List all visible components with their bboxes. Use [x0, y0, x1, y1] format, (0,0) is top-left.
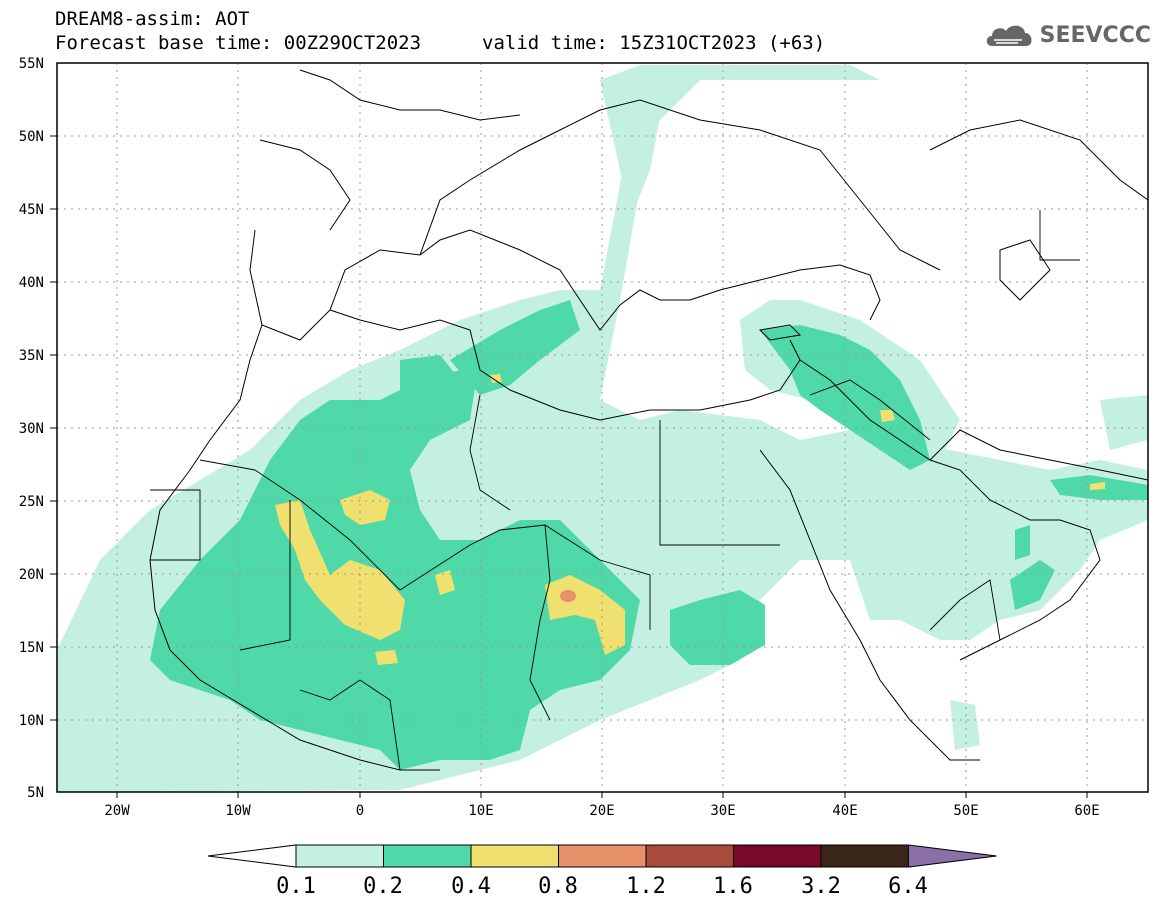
aot-band-0.4 [375, 650, 398, 665]
lat-label: 15N [19, 640, 44, 656]
lat-label: 45N [19, 202, 44, 218]
cloud-icon [986, 25, 1032, 46]
aot-band-0.4 [340, 490, 390, 525]
colorbar-label: 3.2 [801, 874, 841, 899]
seevccc-logo: SEEVCCC [984, 20, 1151, 50]
colorbar-labels: 0.1 0.2 0.4 0.8 1.2 1.6 3.2 6.4 [276, 874, 928, 899]
colorbar-swatch [558, 844, 647, 868]
colorbar-swatch [295, 844, 384, 868]
longitude-labels: 20W 10W 0 10E 20E 30E 40E 50E 60E [104, 803, 1099, 819]
colorbar-swatch [820, 844, 909, 868]
aot-field [57, 63, 1148, 792]
colorbar-label: 1.6 [713, 874, 753, 899]
lat-label: 25N [19, 494, 44, 510]
aot-band-0.1 [950, 700, 980, 750]
aot-band-0.1 [600, 65, 670, 220]
logo-text: SEEVCCC [1039, 22, 1151, 48]
aot-band-0.2 [400, 355, 460, 400]
lat-label: 10N [19, 713, 44, 729]
lon-label: 10W [225, 803, 251, 819]
lon-label: 50E [953, 803, 978, 819]
colorbar-label: 0.2 [363, 874, 403, 899]
lon-label: 20E [589, 803, 614, 819]
colorbar-label: 6.4 [888, 874, 928, 899]
lat-label: 55N [19, 56, 44, 72]
aot-band-0.4 [1090, 482, 1105, 490]
map-title: DREAM8-assim: AOT [55, 8, 250, 30]
colorbar-label: 0.8 [538, 874, 578, 899]
aot-band-0.4 [880, 410, 895, 422]
forecast-base-time: Forecast base time: 00Z29OCT2023 [55, 32, 422, 54]
aot-band-0.2 [1015, 525, 1030, 560]
lon-label: 60E [1074, 803, 1099, 819]
graticule [57, 63, 1148, 792]
colorbar-swatch [470, 844, 559, 868]
lon-label: 40E [832, 803, 857, 819]
aot-band-0.2 [1010, 560, 1055, 610]
colorbar-swatch [383, 844, 472, 868]
lon-label: 20W [104, 803, 130, 819]
coastlines [149, 69, 1148, 771]
aot-band-0.4 [435, 570, 455, 595]
colorbar-under-triangle [207, 844, 297, 868]
aot-band-0.8 [560, 590, 576, 602]
axis-ticks [50, 135, 1088, 798]
colorbar-label: 0.4 [451, 874, 491, 899]
lat-label: 5N [27, 785, 44, 801]
lat-label: 30N [19, 421, 44, 437]
aot-band-0.2 [670, 590, 765, 665]
latitude-labels: 55N 50N 45N 40N 35N 30N 25N 20N 15N 10N … [19, 56, 44, 801]
lat-label: 20N [19, 567, 44, 583]
aot-band-0.2 [150, 355, 640, 770]
colorbar-swatch [733, 844, 822, 868]
borders [150, 210, 1080, 771]
lat-label: 35N [19, 348, 44, 364]
colorbar-over-triangle [908, 844, 997, 868]
aot-band-0.4 [275, 500, 405, 640]
colorbar-label: 0.1 [276, 874, 316, 899]
colorbar-label: 1.2 [626, 874, 666, 899]
aot-band-0.1 [1100, 395, 1148, 450]
lat-label: 50N [19, 129, 44, 145]
lon-label: 0 [356, 803, 364, 819]
colorbar-swatch [645, 844, 734, 868]
aot-band-0.4 [490, 374, 502, 383]
valid-time: valid time: 15Z31OCT2023 (+63) [482, 32, 826, 54]
lon-label: 30E [710, 803, 735, 819]
lon-label: 10E [468, 803, 493, 819]
lat-label: 40N [19, 275, 44, 291]
colorbar [207, 844, 997, 868]
